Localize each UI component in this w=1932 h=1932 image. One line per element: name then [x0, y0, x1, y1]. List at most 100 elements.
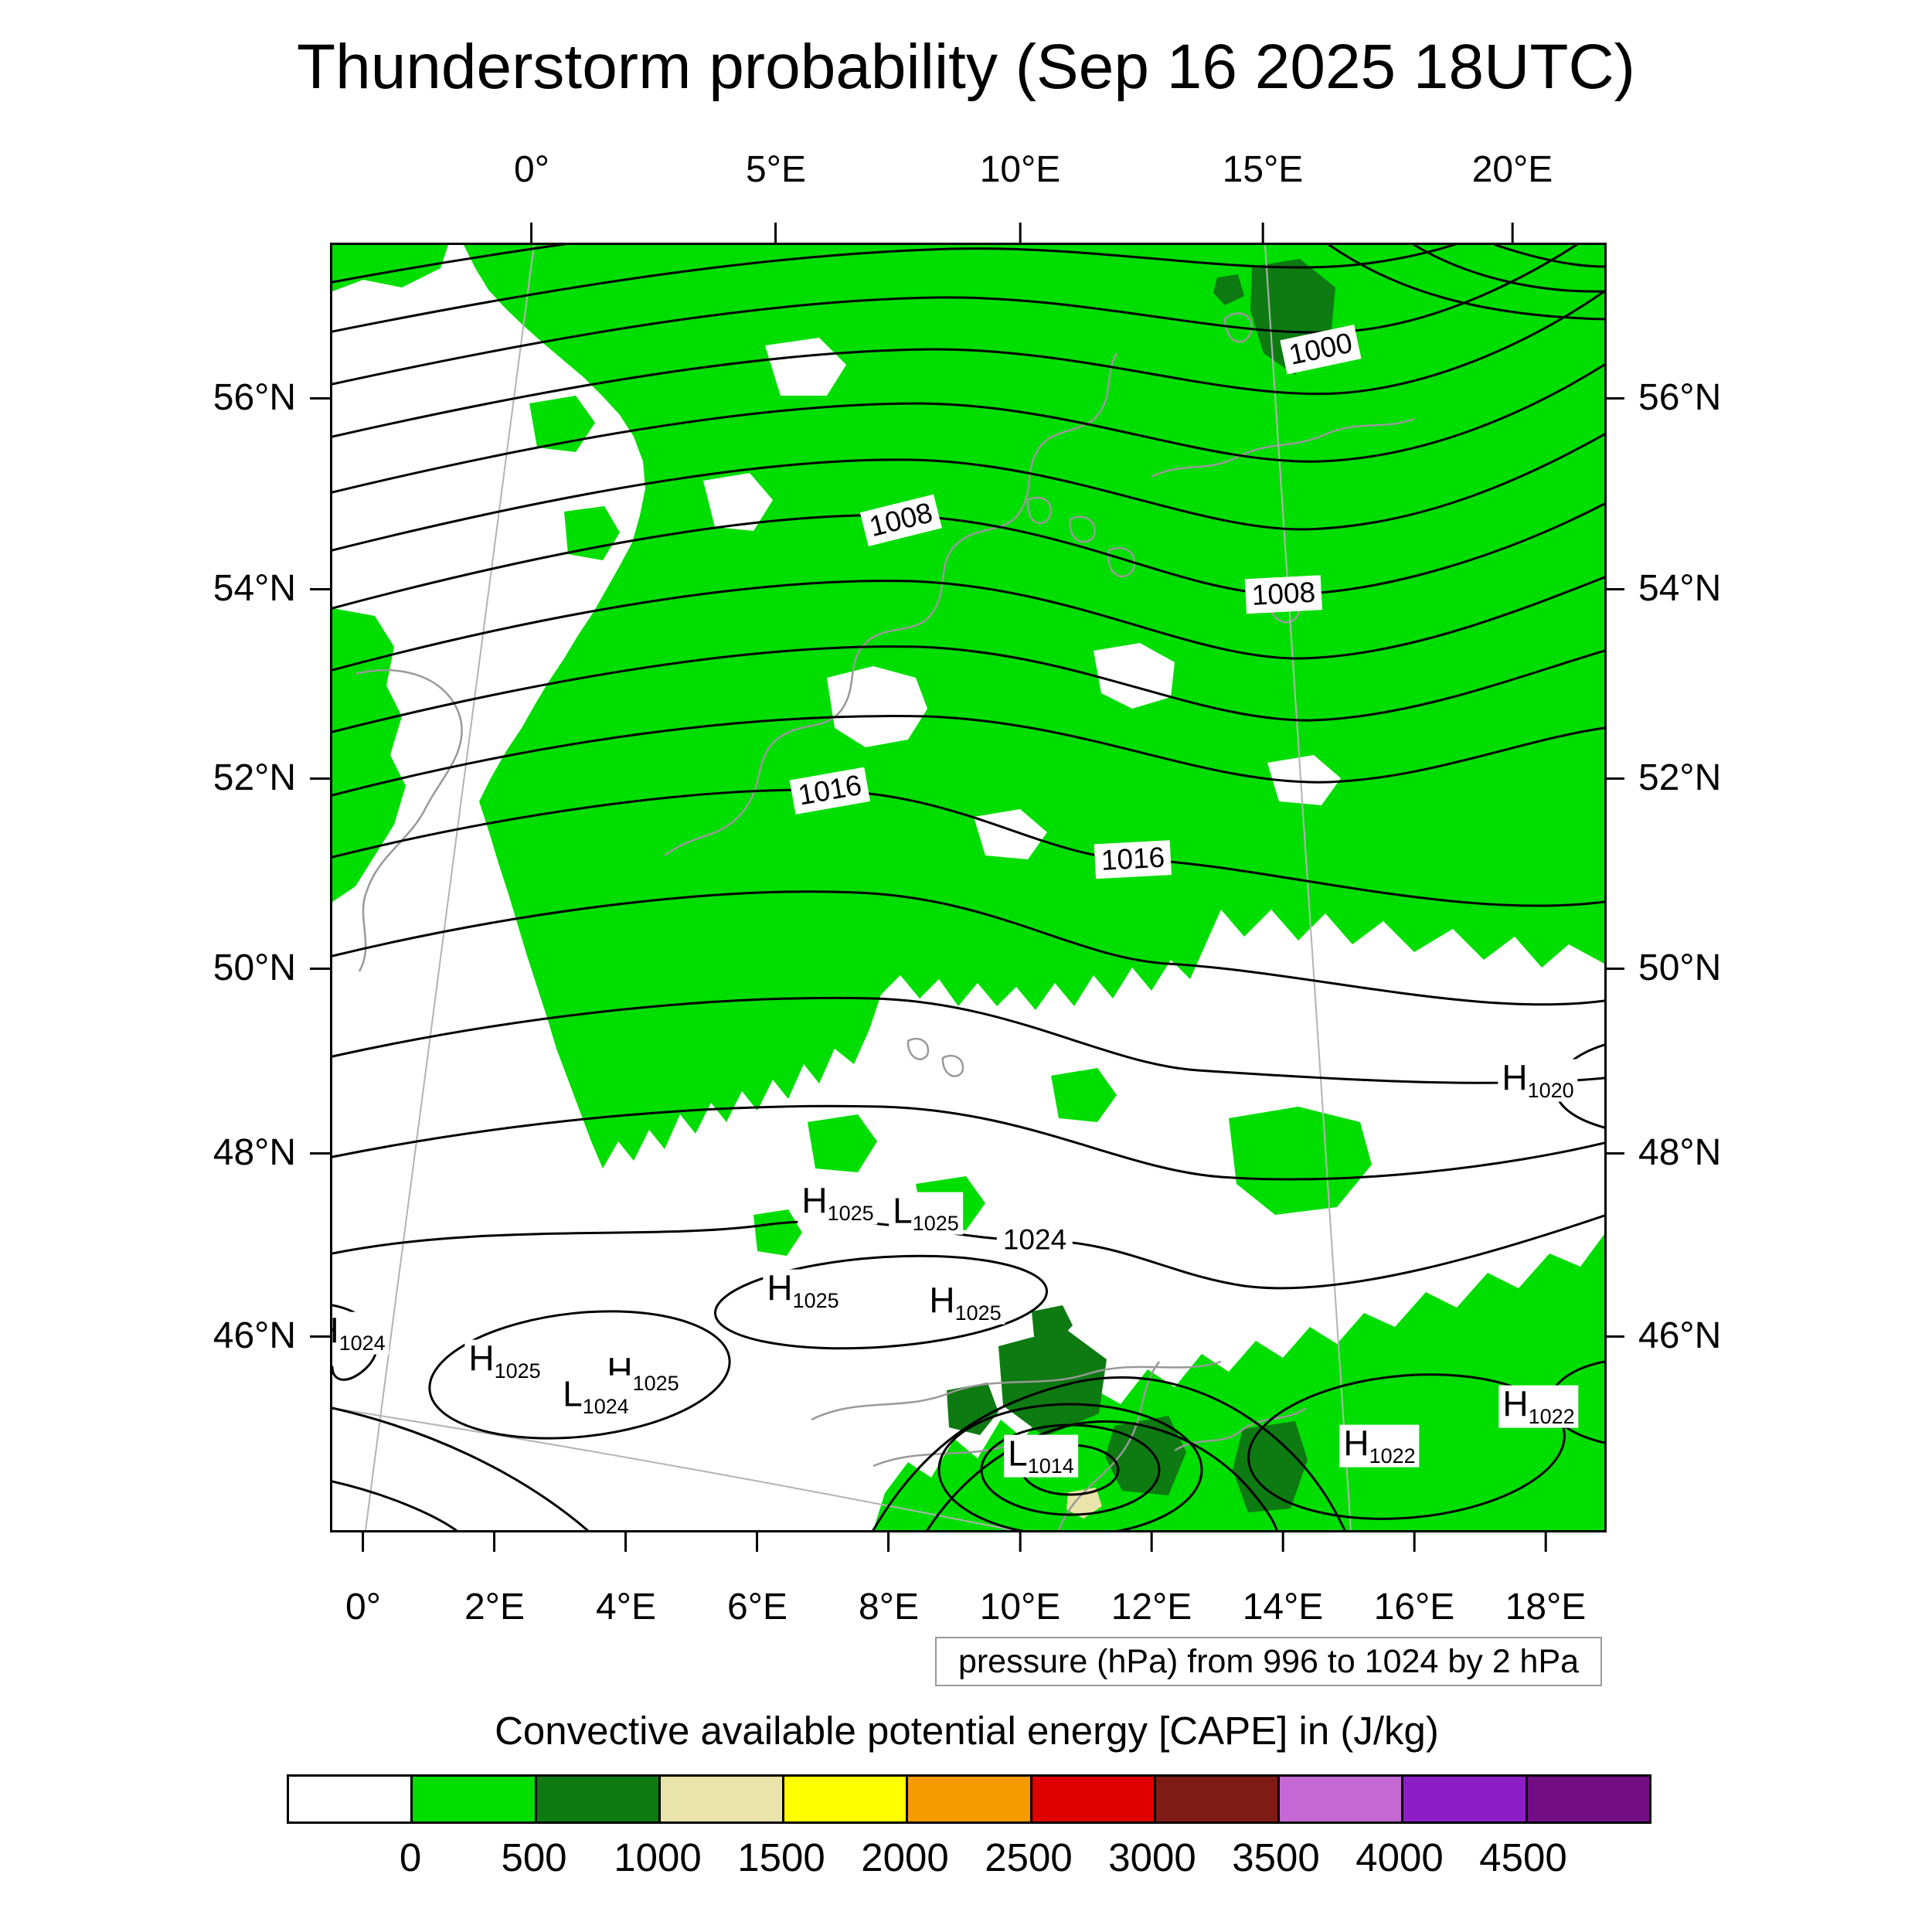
- axis-tick: 50°N: [213, 950, 330, 987]
- pressure-center-labels: H1020H1025L1025H1025H1025H1024H1025H1025…: [332, 245, 1604, 1530]
- pressure-center-value: 1014: [1027, 1454, 1074, 1478]
- axis-tick-label: 54°N: [213, 568, 296, 609]
- pressure-center: H1022: [1498, 1385, 1579, 1428]
- axis-left: 56°N 54°N 52°N 50°N 48°N 46°N: [85, 243, 330, 1528]
- pressure-center: H1022: [1339, 1423, 1420, 1468]
- pressure-center: H1025: [798, 1180, 878, 1226]
- colorbar-segment: [534, 1777, 658, 1821]
- colorbar-tick-label: 3000: [1108, 1835, 1196, 1879]
- tick-mark: [1604, 1335, 1624, 1338]
- axis-tick: 10°E: [979, 1532, 1061, 1628]
- axis-tick-label: 48°N: [213, 1132, 296, 1173]
- axis-tick-label: 20°E: [1471, 149, 1553, 190]
- colorbar-tick-label: 500: [501, 1835, 567, 1879]
- axis-tick: 5°E: [746, 151, 806, 243]
- colorbar-segment: [906, 1777, 1030, 1821]
- tick-mark: [1019, 1532, 1022, 1552]
- pressure-center: L1014: [1004, 1433, 1078, 1478]
- axis-tick-label: 0°: [514, 149, 549, 190]
- axis-tick-label: 6°E: [727, 1587, 787, 1628]
- pressure-center: H1025: [763, 1269, 843, 1313]
- pressure-center-letter: H: [468, 1338, 495, 1379]
- pressure-center: H1025: [925, 1280, 1005, 1325]
- pressure-center-letter: H: [801, 1180, 828, 1221]
- tick-mark: [1604, 967, 1624, 970]
- page-title: Thunderstorm probability (Sep 16 2025 18…: [297, 32, 1635, 102]
- axis-tick-label: 8°E: [859, 1587, 919, 1628]
- pressure-center-letter: L: [893, 1190, 913, 1231]
- axis-tick: 48°N: [213, 1134, 330, 1172]
- axis-tick: 46°N: [213, 1318, 330, 1355]
- axis-tick: 46°N: [1604, 1318, 1721, 1355]
- colorbar-segment: [1153, 1777, 1278, 1821]
- colorbar-ticks: 0 500 1000 1500 2000 2500 3000 3500 4000 4500: [287, 1838, 1647, 1884]
- axis-tick-label: 56°N: [213, 377, 296, 418]
- axis-tick: 14°E: [1242, 1532, 1324, 1628]
- axis-tick-label: 10°E: [979, 149, 1061, 190]
- pressure-center-letter: H: [1502, 1057, 1528, 1098]
- axis-tick-label: 2°E: [464, 1587, 525, 1628]
- colorbar-tick-label: 2500: [985, 1835, 1073, 1879]
- axis-right: 56°N 54°N 52°N 50°N 48°N 46°N: [1604, 243, 1859, 1528]
- axis-bottom: 0° 2°E 4°E 6°E 8°E 10°E 12°E 14°E 16°E: [330, 1532, 1602, 1626]
- axis-tick: 56°N: [213, 379, 330, 417]
- colorbar-tick-label: 4500: [1479, 1835, 1567, 1879]
- axis-tick: 54°N: [213, 570, 330, 607]
- axis-tick: 10°E: [979, 149, 1061, 243]
- axis-tick-label: 16°E: [1373, 1587, 1455, 1628]
- axis-top: 0° 5°E 10°E 15°E 20°E: [330, 151, 1602, 243]
- colorbar-segment: [1525, 1777, 1649, 1821]
- pressure-center-letter: H: [929, 1280, 955, 1321]
- colorbar-segment: [289, 1777, 411, 1821]
- tick-mark: [1281, 1532, 1284, 1552]
- pressure-center-value: 1024: [582, 1395, 629, 1419]
- colorbar-tick-label: 0: [399, 1835, 422, 1879]
- tick-mark: [310, 967, 330, 970]
- axis-tick-label: 52°N: [1638, 757, 1722, 798]
- colorbar-segment: [782, 1777, 906, 1821]
- pressure-center-value: 1022: [1369, 1444, 1416, 1468]
- axis-tick: 56°N: [1604, 379, 1721, 417]
- axis-tick-label: 50°N: [1638, 947, 1722, 988]
- axis-tick: 2°E: [464, 1532, 525, 1626]
- axis-tick-label: 56°N: [1638, 377, 1722, 418]
- axis-tick: 16°E: [1373, 1532, 1455, 1628]
- isobar-label: 1024: [996, 1223, 1073, 1258]
- pressure-center-value: 1025: [954, 1301, 1002, 1325]
- tick-mark: [774, 223, 777, 243]
- axis-tick: 48°N: [1604, 1134, 1721, 1172]
- isobar-labels: 1000 1008 1008 1016 1016 1024: [332, 245, 1604, 1530]
- pressure-center-value: 1025: [632, 1372, 679, 1396]
- tick-mark: [1544, 1532, 1547, 1552]
- tick-mark: [1511, 223, 1514, 243]
- pressure-center-value: 1025: [792, 1289, 839, 1313]
- legend-title: Convective available potential energy [C…: [495, 1709, 1439, 1753]
- pressure-center: H1025: [464, 1338, 545, 1383]
- isobars: [332, 245, 1604, 1530]
- colorbar-tick-label: 4000: [1355, 1835, 1444, 1879]
- colorbar: [287, 1774, 1651, 1824]
- axis-tick-label: 0°: [345, 1587, 381, 1628]
- colorbar-tick-label: 3500: [1232, 1835, 1320, 1879]
- pressure-center-letter: L: [1008, 1433, 1028, 1474]
- tick-mark: [1604, 587, 1624, 590]
- axis-tick-label: 12°E: [1111, 1587, 1192, 1628]
- axis-tick: 15°E: [1223, 151, 1303, 243]
- tick-mark: [310, 1335, 330, 1338]
- axis-tick-label: 50°N: [213, 947, 296, 988]
- axis-tick-label: 4°E: [596, 1587, 656, 1628]
- axis-tick-label: 10°E: [979, 1587, 1061, 1628]
- map-canvas: 1000 1008 1008 1016 1016 1024 H1020 H1025 L1025…: [330, 243, 1607, 1532]
- axis-tick-label: 14°E: [1242, 1587, 1324, 1628]
- pressure-center-value: 1025: [827, 1202, 874, 1226]
- axis-tick-label: 52°N: [213, 757, 296, 798]
- pressure-center-letter: H: [1343, 1423, 1369, 1464]
- axis-tick: 52°N: [1604, 760, 1721, 797]
- tick-mark: [310, 777, 330, 780]
- pressure-caption: pressure (hPa) from 996 to 1024 by 2 hPa: [935, 1637, 1602, 1686]
- colorbar-segment: [1029, 1777, 1154, 1821]
- axis-tick-label: 46°N: [1638, 1315, 1722, 1356]
- tick-mark: [1604, 1151, 1624, 1155]
- tick-mark: [493, 1532, 496, 1552]
- axis-tick-label: 54°N: [1638, 568, 1722, 609]
